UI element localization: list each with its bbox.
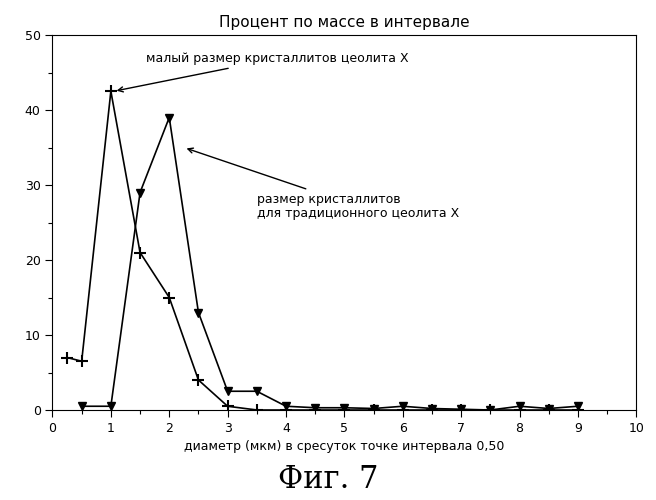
Title: Процент по массе в интервале: Процент по массе в интервале xyxy=(219,14,470,30)
Text: Фиг. 7: Фиг. 7 xyxy=(277,464,379,495)
Text: размер кристаллитов
для традиционного цеолита Х: размер кристаллитов для традиционного це… xyxy=(188,148,459,220)
X-axis label: диаметр (мкм) в сресуток точке интервала 0,50: диаметр (мкм) в сресуток точке интервала… xyxy=(184,440,504,454)
Text: малый размер кристаллитов цеолита Х: малый размер кристаллитов цеолита Х xyxy=(118,52,409,92)
